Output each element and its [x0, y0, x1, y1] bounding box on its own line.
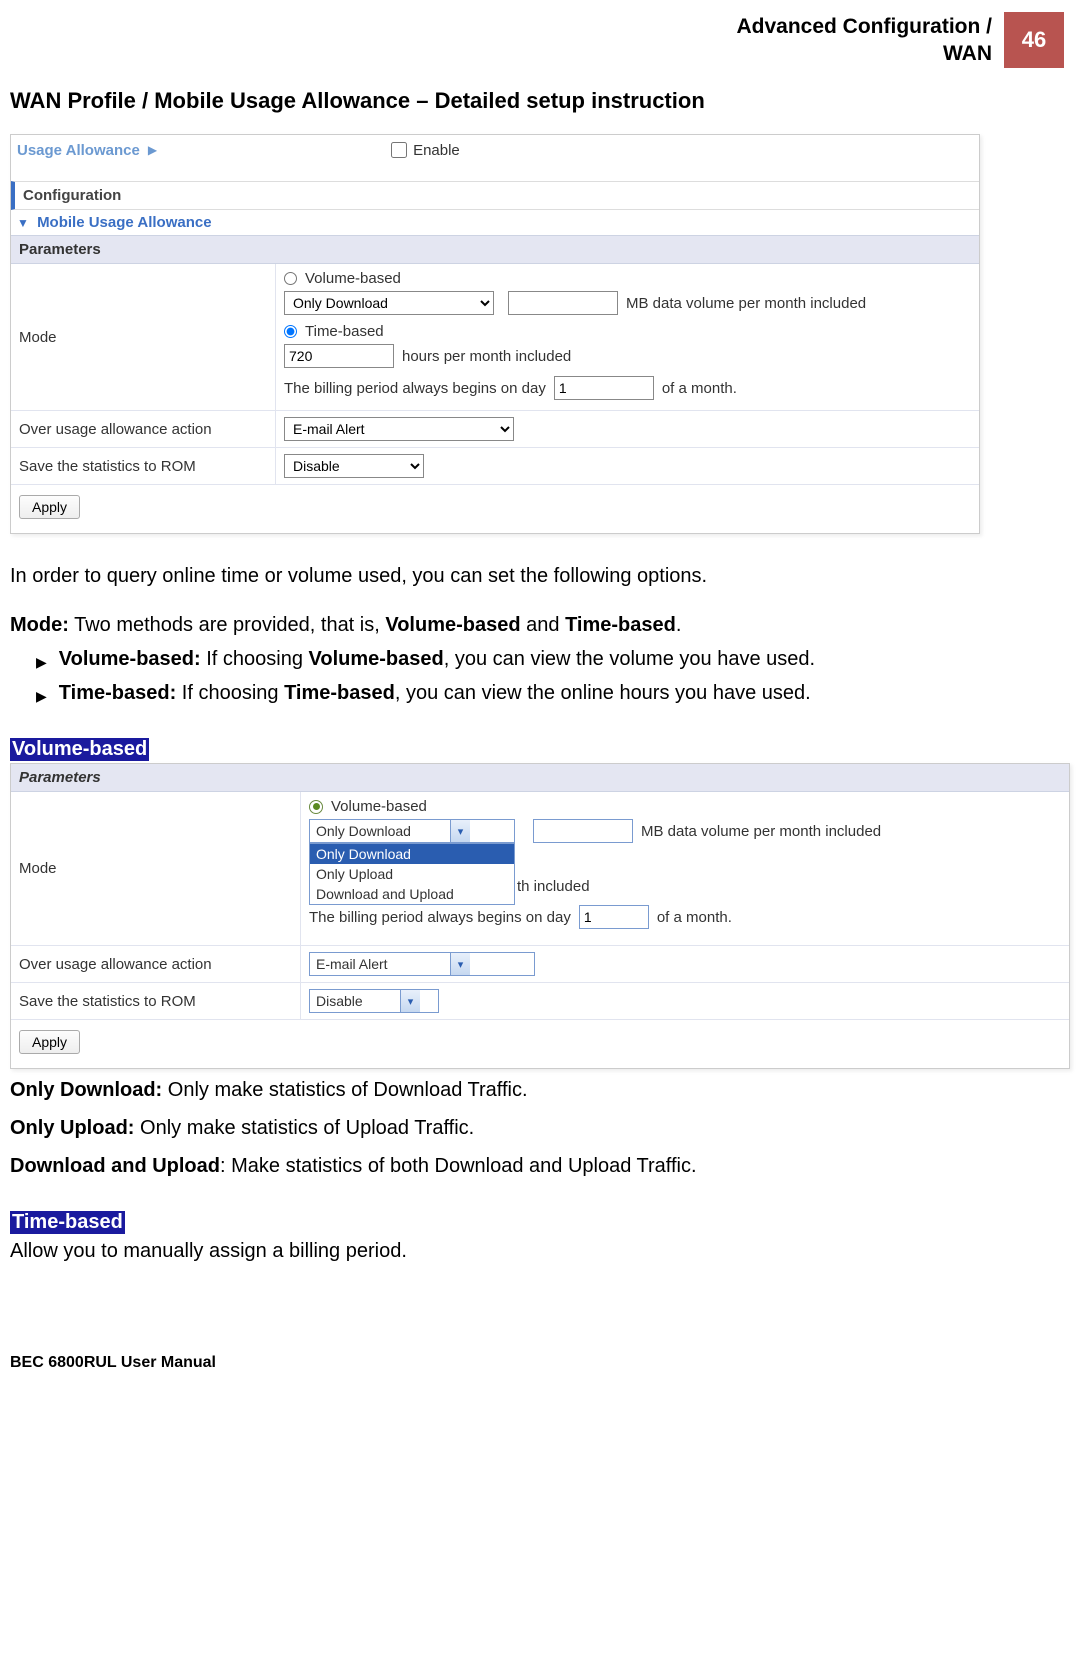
- volume-based-text-2: Volume-based: [331, 798, 427, 815]
- header-breadcrumb: Advanced Configuration / WAN: [736, 13, 992, 68]
- volume-type-select[interactable]: Only Download: [284, 291, 494, 315]
- download-upload-desc: Download and Upload: Make statistics of …: [10, 1151, 1074, 1181]
- breadcrumb-line2: WAN: [943, 42, 992, 65]
- breadcrumb-line1: Advanced Configuration /: [736, 15, 992, 38]
- time-based-text: Time-based: [305, 323, 384, 340]
- volume-type-dropdown-list: Only Download Only Upload Download and U…: [309, 843, 515, 905]
- mobile-usage-allowance-header[interactable]: ▼ Mobile Usage Allowance: [11, 210, 979, 236]
- over-usage-select-2[interactable]: E-mail Alert▾: [309, 952, 535, 976]
- only-download-desc: Only Download: Only make statistics of D…: [10, 1075, 1074, 1105]
- volume-based-heading: Volume-based: [10, 738, 149, 761]
- dropdown-option-only-upload[interactable]: Only Upload: [310, 864, 514, 884]
- bullet-volume-based: ▶ Volume-based: If choosing Volume-based…: [10, 648, 1074, 676]
- enable-checkbox[interactable]: [391, 142, 407, 158]
- chevron-right-icon: ▶: [148, 143, 157, 157]
- footer-manual-name: BEC 6800RUL User Manual: [0, 1304, 1084, 1386]
- billing-prefix-2: The billing period always begins on day: [309, 909, 571, 926]
- time-hours-input[interactable]: [284, 344, 394, 368]
- mode-label-2: Mode: [11, 792, 301, 945]
- dropdown-option-download-upload[interactable]: Download and Upload: [310, 884, 514, 904]
- volume-suffix-2: MB data volume per month included: [641, 823, 881, 840]
- volume-based-radio[interactable]: [284, 272, 297, 285]
- apply-button-2[interactable]: Apply: [19, 1030, 80, 1054]
- time-based-radio[interactable]: [284, 325, 297, 338]
- billing-day-input-2[interactable]: [579, 905, 649, 929]
- billing-suffix-2: of a month.: [657, 909, 732, 926]
- screenshot-volume-based: Parameters Mode Volume-based Only Downlo…: [10, 763, 1070, 1069]
- volume-type-select-2[interactable]: Only Download▾: [309, 819, 515, 843]
- time-based-heading: Time-based: [10, 1211, 125, 1234]
- configuration-bar: Configuration: [11, 181, 979, 210]
- save-rom-select[interactable]: Disable: [284, 454, 424, 478]
- intro-paragraph: In order to query online time or volume …: [10, 562, 1074, 590]
- over-usage-label-2: Over usage allowance action: [11, 946, 301, 982]
- save-rom-select-2[interactable]: Disable▾: [309, 989, 439, 1013]
- over-usage-select[interactable]: E-mail Alert: [284, 417, 514, 441]
- billing-suffix: of a month.: [662, 380, 737, 397]
- bullet-icon: ▶: [36, 648, 47, 676]
- enable-label: Enable: [413, 142, 460, 159]
- time-suffix: hours per month included: [402, 348, 571, 365]
- dropdown-option-only-download[interactable]: Only Download: [310, 844, 514, 864]
- bullet-time-based: ▶ Time-based: If choosing Time-based, yo…: [10, 682, 1074, 710]
- billing-prefix: The billing period always begins on day: [284, 380, 546, 397]
- screenshot-usage-allowance: Usage Allowance ▶ Enable Configuration ▼…: [10, 134, 980, 534]
- page-number-badge: 46: [1004, 12, 1064, 68]
- save-rom-label: Save the statistics to ROM: [11, 448, 276, 484]
- chevron-down-icon: ▾: [450, 820, 470, 842]
- mua-label: Mobile Usage Allowance: [37, 214, 212, 231]
- only-upload-desc: Only Upload: Only make statistics of Upl…: [10, 1113, 1074, 1143]
- over-usage-label: Over usage allowance action: [11, 411, 276, 447]
- billing-day-input[interactable]: [554, 376, 654, 400]
- chevron-down-icon: ▾: [450, 953, 470, 975]
- volume-based-text: Volume-based: [305, 270, 401, 287]
- page-title: WAN Profile / Mobile Usage Allowance – D…: [10, 88, 1074, 114]
- collapse-icon: ▼: [17, 216, 29, 230]
- time-based-desc: Allow you to manually assign a billing p…: [10, 1236, 1074, 1266]
- parameters-header: Parameters: [11, 236, 979, 264]
- usage-allowance-label: Usage Allowance: [17, 142, 140, 159]
- volume-based-radio-2[interactable]: [309, 800, 323, 814]
- overlap-text: th included: [517, 878, 590, 895]
- bullet-icon: ▶: [36, 682, 47, 710]
- volume-mb-input[interactable]: [508, 291, 618, 315]
- volume-suffix: MB data volume per month included: [626, 295, 866, 312]
- save-rom-label-2: Save the statistics to ROM: [11, 983, 301, 1019]
- chevron-down-icon: ▾: [400, 990, 420, 1012]
- apply-button[interactable]: Apply: [19, 495, 80, 519]
- parameters-header-2: Parameters: [11, 764, 1069, 792]
- mode-label: Mode: [11, 264, 276, 410]
- volume-mb-input-2[interactable]: [533, 819, 633, 843]
- mode-description: Mode: Two methods are provided, that is,…: [10, 610, 1074, 640]
